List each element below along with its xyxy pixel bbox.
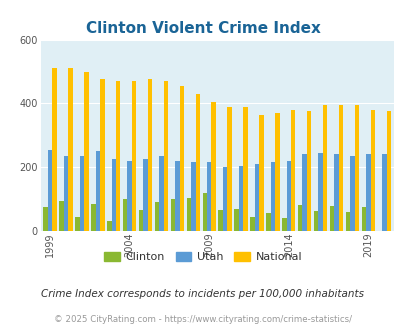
Bar <box>154 202 159 231</box>
Bar <box>386 112 390 231</box>
Bar <box>79 156 84 231</box>
Bar <box>64 156 68 231</box>
Bar <box>175 161 179 231</box>
Bar <box>322 105 326 231</box>
Bar <box>123 199 127 231</box>
Bar <box>84 72 88 231</box>
Bar <box>107 221 111 231</box>
Bar <box>302 154 306 231</box>
Bar <box>350 156 354 231</box>
Bar <box>207 162 211 231</box>
Bar <box>222 167 227 231</box>
Bar <box>202 193 207 231</box>
Bar <box>48 150 52 231</box>
Bar <box>254 164 258 231</box>
Bar <box>143 159 147 231</box>
Bar <box>290 110 295 231</box>
Legend: Clinton, Utah, National: Clinton, Utah, National <box>99 248 306 267</box>
Bar <box>313 211 318 231</box>
Bar <box>329 206 333 231</box>
Bar <box>91 204 96 231</box>
Bar <box>52 68 57 231</box>
Bar <box>211 102 215 231</box>
Bar <box>338 105 342 231</box>
Bar <box>297 205 302 231</box>
Bar <box>286 161 290 231</box>
Bar <box>361 207 365 231</box>
Bar <box>381 154 386 231</box>
Bar <box>318 153 322 231</box>
Bar <box>345 212 350 231</box>
Bar <box>354 105 358 231</box>
Bar <box>127 161 132 231</box>
Bar <box>275 113 279 231</box>
Bar <box>139 210 143 231</box>
Bar <box>306 112 311 231</box>
Bar <box>365 154 370 231</box>
Bar <box>195 94 200 231</box>
Bar <box>333 154 338 231</box>
Bar <box>370 110 374 231</box>
Bar <box>59 201 64 231</box>
Text: Clinton Violent Crime Index: Clinton Violent Crime Index <box>85 21 320 36</box>
Bar <box>250 216 254 231</box>
Bar <box>234 209 238 231</box>
Bar <box>270 162 275 231</box>
Text: Crime Index corresponds to incidents per 100,000 inhabitants: Crime Index corresponds to incidents per… <box>41 289 364 299</box>
Bar <box>75 216 79 231</box>
Bar <box>179 86 183 231</box>
Bar <box>266 214 270 231</box>
Bar <box>191 162 195 231</box>
Bar <box>218 210 222 231</box>
Bar <box>111 159 116 231</box>
Bar <box>68 68 72 231</box>
Bar <box>281 218 286 231</box>
Text: © 2025 CityRating.com - https://www.cityrating.com/crime-statistics/: © 2025 CityRating.com - https://www.city… <box>54 315 351 324</box>
Bar <box>171 199 175 231</box>
Bar <box>243 107 247 231</box>
Bar <box>227 107 231 231</box>
Bar <box>159 156 163 231</box>
Bar <box>96 151 100 231</box>
Bar <box>258 115 263 231</box>
Bar <box>116 81 120 231</box>
Bar <box>186 197 191 231</box>
Bar <box>43 207 48 231</box>
Bar <box>100 80 104 231</box>
Bar <box>238 166 243 231</box>
Bar <box>132 81 136 231</box>
Bar <box>147 80 152 231</box>
Bar <box>163 81 168 231</box>
